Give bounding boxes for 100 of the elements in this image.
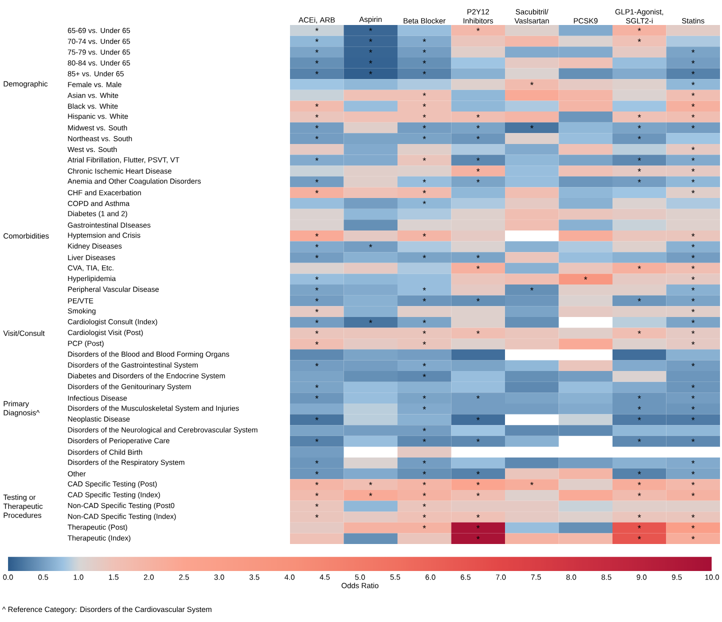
data-label: * — [692, 417, 695, 420]
data-label: * — [692, 125, 695, 128]
data-label: * — [315, 254, 318, 258]
data-label: * — [692, 298, 695, 302]
data-label: * — [692, 330, 695, 334]
data-label: * — [315, 114, 318, 118]
data-label: * — [638, 136, 641, 140]
data-label: * — [315, 417, 318, 420]
data-label: * — [315, 384, 318, 388]
data-label: * — [584, 276, 588, 280]
data-label: * — [638, 125, 641, 128]
data-label: * — [315, 298, 318, 302]
data-label: * — [422, 38, 426, 42]
data-label: * — [476, 536, 480, 540]
data-label: * — [476, 266, 480, 269]
data-label: * — [315, 179, 318, 182]
data-label: * — [315, 190, 318, 194]
data-label: * — [315, 71, 318, 74]
data-label: * — [692, 71, 695, 74]
data-label: * — [422, 341, 426, 345]
data-label: * — [638, 179, 641, 182]
data-label: * — [692, 60, 695, 64]
data-label: * — [315, 60, 318, 64]
data-label: * — [638, 406, 641, 410]
data-label: * — [422, 287, 426, 291]
data-label: * — [692, 514, 695, 518]
data-label: * — [638, 492, 641, 496]
data-label: * — [369, 38, 372, 42]
data-label: * — [476, 168, 480, 172]
data-label: * — [422, 158, 426, 161]
data-label: * — [315, 233, 318, 236]
data-label: * — [692, 341, 695, 345]
data-label: * — [422, 233, 426, 236]
data-label: * — [692, 276, 695, 280]
data-label: * — [638, 168, 641, 172]
data-label: * — [422, 482, 426, 486]
data-label: * — [692, 146, 695, 150]
data-label: * — [422, 190, 426, 194]
data-label: * — [692, 395, 695, 399]
data-label: * — [422, 363, 426, 366]
data-label: * — [315, 460, 318, 464]
data-label: * — [692, 266, 695, 269]
data-label: * — [476, 471, 480, 474]
data-label: * — [422, 320, 426, 323]
data-label: * — [422, 374, 426, 378]
data-label: * — [422, 104, 426, 107]
data-label: * — [369, 482, 372, 486]
data-label: * — [422, 471, 426, 474]
data-label: * — [530, 287, 534, 291]
data-label: * — [422, 298, 426, 302]
data-label: * — [422, 504, 426, 507]
data-label: * — [422, 114, 426, 118]
data-label: * — [422, 60, 426, 64]
data-label: * — [692, 233, 695, 236]
data-label: * — [638, 536, 641, 540]
data-label: * — [476, 492, 480, 496]
data-label: * — [315, 104, 318, 107]
data-label: * — [315, 136, 318, 140]
data-label: * — [315, 276, 318, 280]
data-label: * — [422, 200, 426, 204]
data-label: * — [369, 320, 372, 323]
data-label: * — [315, 320, 318, 323]
data-label: * — [692, 104, 695, 107]
data-label: * — [369, 49, 372, 53]
data-label: * — [422, 49, 426, 53]
data-label: * — [692, 158, 695, 161]
data-label: * — [692, 438, 695, 442]
data-label: * — [638, 28, 641, 32]
data-label: * — [638, 482, 641, 486]
data-label: * — [315, 49, 318, 53]
data-label: * — [692, 254, 695, 258]
data-label: * — [692, 190, 695, 194]
data-label: * — [692, 92, 695, 96]
data-label: * — [422, 254, 426, 258]
data-label: * — [638, 38, 641, 42]
data-label: * — [315, 514, 318, 518]
data-label: * — [315, 330, 318, 334]
data-label: * — [638, 514, 641, 518]
data-label: * — [422, 395, 426, 399]
data-label: * — [476, 179, 480, 182]
data-label: * — [692, 406, 695, 410]
data-label: * — [422, 492, 426, 496]
data-label: * — [476, 125, 480, 128]
data-label: * — [638, 298, 641, 302]
data-label: * — [369, 28, 372, 32]
data-label: * — [638, 438, 641, 442]
data-label: * — [315, 395, 318, 399]
data-label: * — [530, 82, 534, 86]
data-label: * — [476, 330, 480, 334]
data-label: * — [422, 406, 426, 410]
data-label: * — [315, 38, 318, 42]
data-label: * — [422, 136, 426, 140]
data-label: * — [476, 438, 480, 442]
data-label: * — [369, 244, 372, 248]
data-label: * — [422, 179, 426, 182]
data-label: * — [422, 92, 426, 96]
data-label: * — [692, 49, 695, 53]
data-label: * — [476, 158, 480, 161]
data-label: * — [422, 428, 426, 432]
data-label: * — [315, 287, 318, 291]
